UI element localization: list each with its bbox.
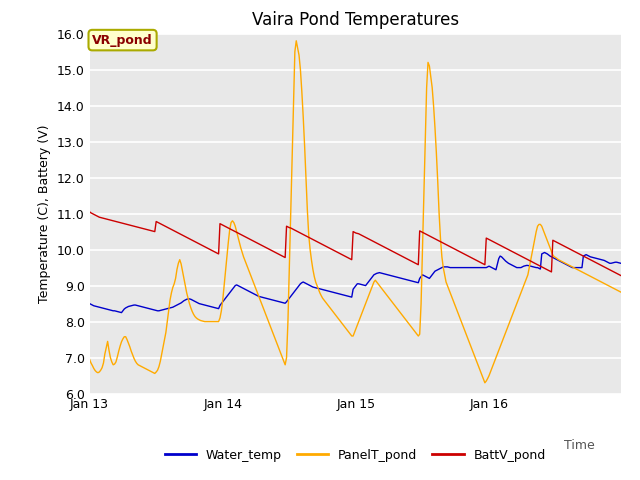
PanelT_pond <box>120 334 128 340</box>
Water_temp <box>541 250 548 255</box>
BattV_pond <box>120 221 128 227</box>
Y-axis label: Temperature (C), Battery (V): Temperature (C), Battery (V) <box>38 124 51 303</box>
Title: Vaira Pond Temperatures: Vaira Pond Temperatures <box>252 11 459 29</box>
BattV_pond <box>359 233 367 239</box>
Line: Water_temp: Water_temp <box>90 252 621 312</box>
Water_temp <box>118 310 125 315</box>
PanelT_pond <box>466 340 474 346</box>
BattV_pond <box>617 273 625 278</box>
Water_temp <box>617 260 625 266</box>
BattV_pond <box>86 209 93 215</box>
PanelT_pond <box>360 304 368 310</box>
Line: BattV_pond: BattV_pond <box>90 212 621 276</box>
Text: VR_pond: VR_pond <box>92 34 153 47</box>
BattV_pond <box>543 267 551 273</box>
PanelT_pond <box>481 380 489 386</box>
BattV_pond <box>612 271 620 276</box>
BattV_pond <box>465 253 472 259</box>
Text: Time: Time <box>564 439 595 452</box>
Water_temp <box>104 307 111 312</box>
PanelT_pond <box>616 288 623 294</box>
BattV_pond <box>104 216 111 222</box>
PanelT_pond <box>617 289 625 295</box>
Legend: Water_temp, PanelT_pond, BattV_pond: Water_temp, PanelT_pond, BattV_pond <box>159 444 551 467</box>
Line: PanelT_pond: PanelT_pond <box>90 41 621 383</box>
Water_temp <box>122 305 129 311</box>
Water_temp <box>546 253 554 259</box>
Water_temp <box>86 300 93 307</box>
PanelT_pond <box>86 357 93 362</box>
PanelT_pond <box>292 38 300 44</box>
Water_temp <box>466 265 474 271</box>
PanelT_pond <box>546 245 554 251</box>
Water_temp <box>616 260 623 266</box>
PanelT_pond <box>104 338 111 344</box>
Water_temp <box>360 282 368 288</box>
